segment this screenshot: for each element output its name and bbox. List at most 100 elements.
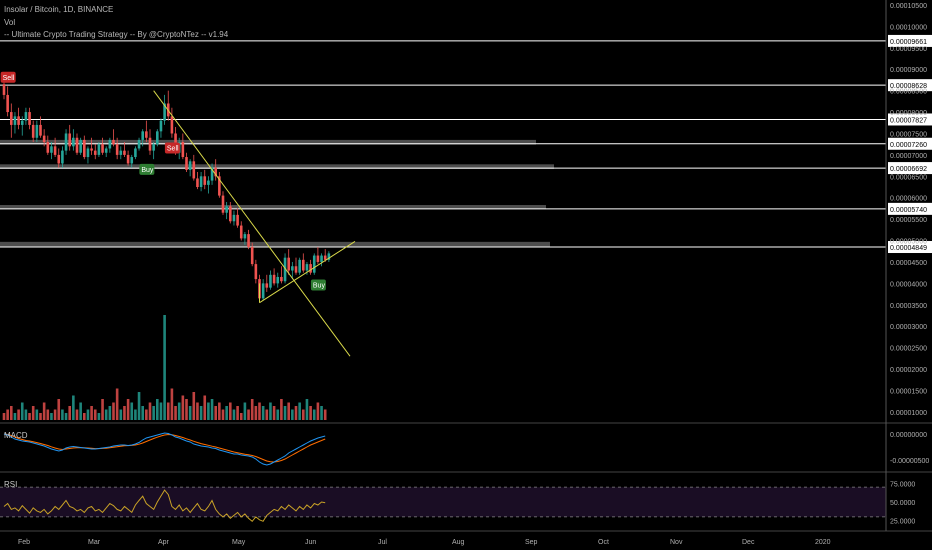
volume-bar: [229, 402, 232, 420]
volume-bar: [291, 409, 294, 420]
volume-bar: [218, 402, 221, 420]
time-tick: Feb: [18, 539, 30, 546]
candle-body: [101, 144, 104, 153]
strategy-legend[interactable]: -- Ultimate Crypto Trading Strategy -- B…: [4, 30, 229, 39]
candle-body: [236, 214, 239, 226]
candle-body: [170, 116, 174, 134]
candle-body: [46, 142, 50, 153]
volume-bar: [141, 406, 144, 420]
candle-body: [72, 137, 75, 147]
candle-body: [163, 103, 166, 121]
level-label: 0.00007827: [890, 117, 927, 124]
candle-body: [123, 150, 126, 155]
macd-label[interactable]: MACD: [4, 431, 28, 440]
candle-body: [280, 276, 283, 282]
candle-body: [269, 274, 272, 288]
level-label-box: [888, 241, 932, 254]
trend-line: [153, 90, 351, 357]
candle-body: [31, 124, 35, 138]
candle-body: [28, 112, 31, 125]
candle-body: [305, 264, 309, 271]
volume-bar: [57, 399, 61, 420]
time-axis[interactable]: Feb Mar Apr May Jun Jul Aug Sep Oct Nov Dec 2020: [18, 539, 831, 546]
candle-body: [137, 139, 141, 149]
macd-pane: [3, 432, 326, 466]
trend-lines: [153, 90, 356, 357]
volume-bar: [236, 406, 239, 420]
candle-body: [298, 259, 301, 273]
candle-body: [250, 246, 254, 265]
volume-bar: [247, 409, 250, 420]
macd-line: [3, 432, 326, 466]
price-tick: 0.00005000: [890, 239, 927, 246]
price-tick: 0.00003000: [890, 324, 927, 331]
level-label-box: [888, 137, 932, 150]
candle-body: [24, 112, 28, 121]
candle-body: [291, 266, 294, 271]
candle-body: [239, 225, 243, 239]
candle-body: [75, 137, 79, 153]
candle-body: [302, 259, 305, 271]
price-axis[interactable]: 0.00010500 0.00010000 0.00009500 0.00009000…: [0, 0, 932, 532]
volume-bar: [323, 409, 327, 420]
candle-body: [115, 144, 119, 155]
rsi-line: [3, 489, 326, 523]
candle-body: [61, 150, 64, 164]
candle-body: [13, 116, 17, 125]
candle-body: [126, 154, 130, 164]
level-label-box: [888, 113, 932, 126]
volume-bar: [225, 406, 228, 420]
level-label-box: [888, 162, 932, 175]
candle-body: [145, 131, 148, 138]
volume-bar: [170, 388, 174, 420]
level-label: 0.00008628: [890, 83, 927, 90]
candle-body: [79, 139, 82, 153]
volume-bar: [17, 409, 20, 420]
volume-bar: [214, 406, 217, 420]
volume-bar: [265, 409, 269, 420]
price-tick: 0.00006500: [890, 174, 927, 181]
buy-tag: [310, 279, 326, 291]
candle-body: [283, 257, 287, 282]
price-tick: 0.00010000: [890, 24, 927, 31]
volume-bar: [90, 406, 93, 420]
price-tick: 0.00005500: [890, 217, 927, 224]
symbol-title[interactable]: Insolar / Bitcoin, 1D, BINANCE: [4, 5, 114, 14]
candle-body: [90, 148, 93, 151]
candle-body: [57, 154, 61, 164]
candlesticks: [2, 77, 331, 303]
level-label-box: [888, 202, 932, 215]
level-label: 0.00005740: [890, 207, 927, 214]
volume-bar: [243, 402, 247, 420]
volume-legend[interactable]: Vol: [4, 18, 16, 27]
price-tick: 0.00007000: [890, 153, 927, 160]
level-label-box: [888, 34, 932, 47]
rsi-label[interactable]: RSI: [4, 480, 18, 489]
volume-bar: [46, 409, 50, 420]
candle-body: [210, 167, 214, 181]
volume-bar: [192, 392, 196, 420]
sr-zone: [0, 241, 550, 247]
sr-zone: [0, 205, 546, 209]
volume-bar: [166, 402, 170, 420]
volume-bar: [31, 406, 35, 420]
candle-body: [152, 144, 155, 151]
macd-tick: 0.00000000: [890, 432, 927, 439]
time-tick: Mar: [88, 539, 101, 546]
volume-bar: [239, 413, 243, 420]
candle-body: [232, 214, 236, 222]
price-tick: 0.00009500: [890, 46, 927, 53]
volume-bar: [203, 395, 207, 420]
candle-body: [148, 137, 152, 151]
volume-bar: [13, 413, 17, 420]
candle-body: [229, 206, 232, 222]
volume-bar: [280, 399, 283, 420]
time-tick: Aug: [452, 539, 465, 546]
volume-bar: [272, 406, 276, 420]
volume-bar: [163, 315, 166, 420]
candle-body: [104, 148, 108, 153]
candle-body: [35, 124, 39, 138]
candle-body: [156, 131, 159, 145]
volume-bar: [316, 402, 320, 420]
